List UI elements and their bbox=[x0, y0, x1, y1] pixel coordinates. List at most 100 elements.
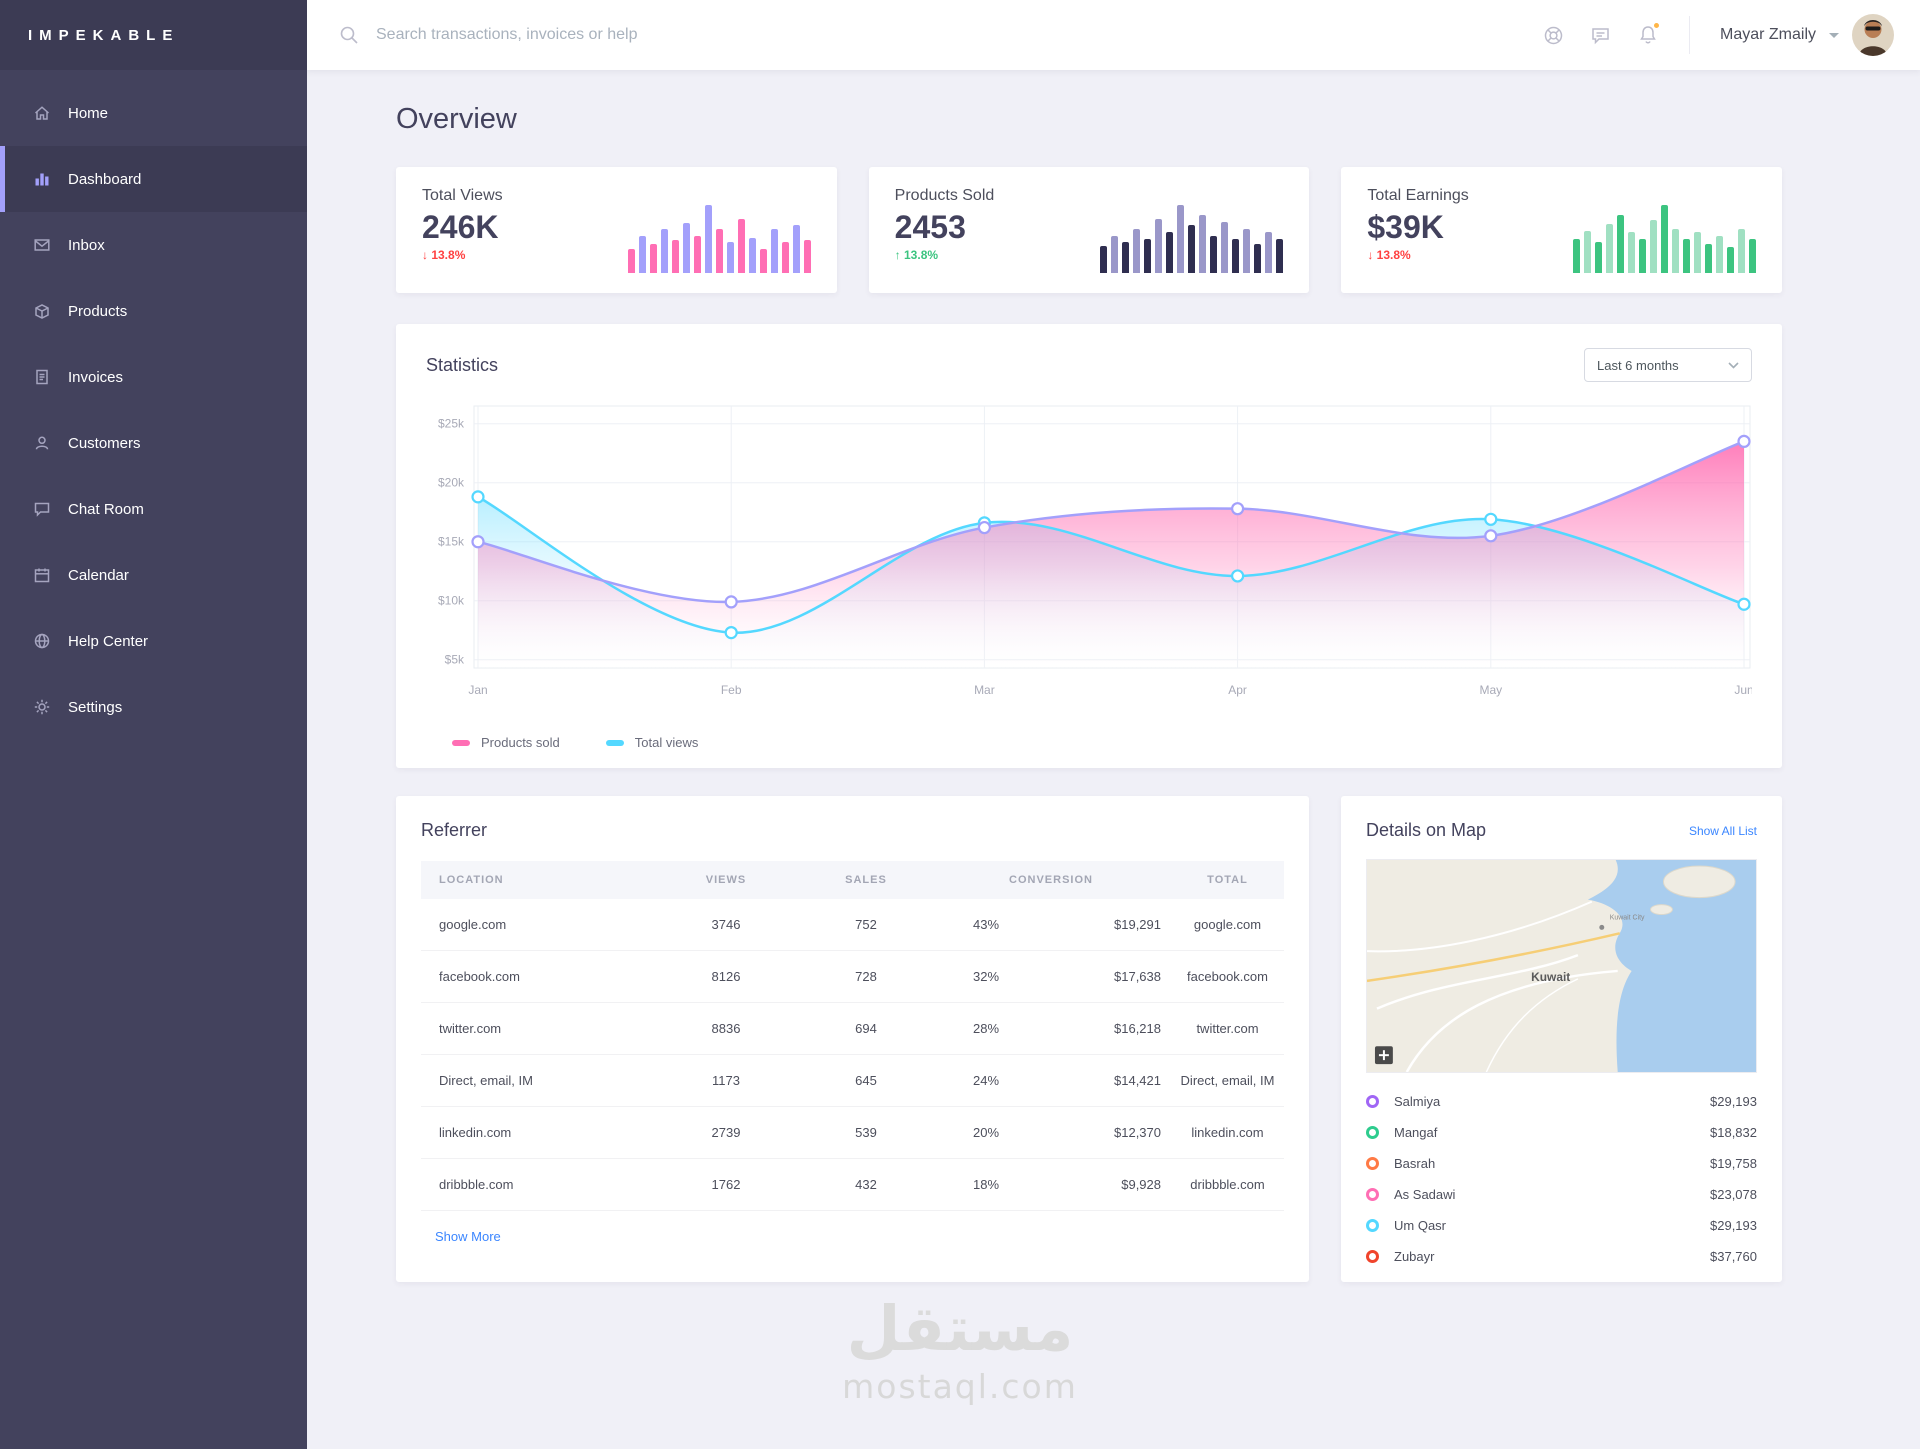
user-name: Mayar Zmaily bbox=[1719, 26, 1816, 43]
location-name: Zubayr bbox=[1394, 1249, 1435, 1264]
chat-icon[interactable] bbox=[1590, 25, 1611, 46]
sidebar-item-label: Chat Room bbox=[68, 500, 144, 518]
cell-sales: 432 bbox=[855, 1177, 877, 1192]
date-range-value: Last 6 months bbox=[1597, 357, 1679, 373]
stat-card-total-views: Total Views 246K ↓ 13.8% bbox=[396, 167, 837, 293]
stat-value: 2453 bbox=[894, 209, 966, 245]
legend-label: Products sold bbox=[481, 735, 560, 750]
col-views: VIEWS bbox=[705, 874, 747, 886]
stat-change: ↓ 13.8% bbox=[422, 248, 466, 263]
map[interactable]: Kuwait Kuwait City bbox=[1366, 859, 1757, 1073]
date-range-dropdown[interactable]: Last 6 months bbox=[1584, 348, 1752, 382]
show-all-list-link[interactable]: Show All List bbox=[1688, 823, 1757, 838]
location-name: Um Qasr bbox=[1394, 1218, 1446, 1233]
invoices-icon bbox=[33, 368, 51, 386]
chevron-down-icon bbox=[1829, 32, 1839, 38]
statistics-title: Statistics bbox=[426, 354, 499, 375]
list-item: As Sadawi $23,078 bbox=[1366, 1179, 1757, 1210]
location-marker-icon bbox=[1366, 1250, 1379, 1263]
cell-views: 2739 bbox=[711, 1125, 741, 1140]
location-amount: $29,193 bbox=[1710, 1218, 1757, 1233]
legend-item: Products sold bbox=[452, 735, 560, 750]
mini-bar-chart bbox=[627, 205, 811, 273]
stat-value: $39K bbox=[1367, 209, 1444, 245]
topbar: Mayar Zmaily bbox=[307, 0, 1920, 70]
notifications-bell-icon[interactable] bbox=[1637, 21, 1661, 46]
sidebar-nav: Home Dashboard Inbox Products Invoices Custom… bbox=[0, 70, 307, 740]
products-icon bbox=[33, 302, 51, 320]
table-row: google.com 3746 752 43% $19,291 google.com bbox=[421, 899, 1284, 951]
location-marker-icon bbox=[1366, 1219, 1379, 1232]
sidebar-item-label: Help Center bbox=[68, 632, 149, 650]
svg-text:Mar: Mar bbox=[974, 683, 995, 697]
referrer-table-header: LOCATION VIEWS SALES CONVERSION TOTAL bbox=[421, 861, 1284, 899]
location-name: Salmiya bbox=[1394, 1094, 1441, 1109]
svg-text:$5k: $5k bbox=[445, 653, 465, 667]
search-icon bbox=[339, 25, 359, 45]
topbar-actions: Mayar Zmaily bbox=[1543, 14, 1894, 56]
sidebar-item-customers[interactable]: Customers bbox=[0, 410, 307, 476]
show-more-link[interactable]: Show More bbox=[435, 1229, 501, 1244]
sidebar-item-invoices[interactable]: Invoices bbox=[0, 344, 307, 410]
col-sales: SALES bbox=[845, 874, 887, 886]
help-icon[interactable] bbox=[1543, 25, 1564, 46]
sidebar-item-dashboard[interactable]: Dashboard bbox=[0, 146, 307, 212]
sidebar-item-label: Dashboard bbox=[68, 170, 142, 188]
location-amount: $37,760 bbox=[1710, 1249, 1757, 1264]
legend-swatch bbox=[452, 739, 470, 746]
list-item: Basrah $19,758 bbox=[1366, 1148, 1757, 1179]
cell-amount: $17,638 bbox=[1114, 969, 1161, 984]
location-amount: $18,832 bbox=[1710, 1125, 1757, 1140]
stat-title: Total Earnings bbox=[1367, 187, 1469, 204]
location-amount: $23,078 bbox=[1710, 1187, 1757, 1202]
sidebar-item-settings[interactable]: Settings bbox=[0, 674, 307, 740]
location-marker-icon bbox=[1366, 1188, 1379, 1201]
sidebar-item-chat-room[interactable]: Chat Room bbox=[0, 476, 307, 542]
chat-icon bbox=[33, 500, 51, 518]
mini-bar-chart bbox=[1100, 205, 1284, 273]
stat-card-total-earnings: Total Earnings $39K ↓ 13.8% bbox=[1341, 167, 1783, 293]
cell-sales: 728 bbox=[855, 969, 877, 984]
stat-cards-row: Total Views 246K ↓ 13.8% Products Sold 2… bbox=[396, 167, 1783, 293]
svg-text:$20k: $20k bbox=[438, 476, 465, 490]
table-row: Direct, email, IM 1173 645 24% $14,421 Direct… bbox=[421, 1055, 1284, 1107]
location-marker-icon bbox=[1366, 1095, 1379, 1108]
cell-conversion: 18% bbox=[972, 1177, 1000, 1192]
cell-sales: 694 bbox=[855, 1021, 877, 1036]
svg-text:Kuwait City: Kuwait City bbox=[1610, 914, 1645, 921]
location-marker-icon bbox=[1366, 1126, 1379, 1139]
table-row: facebook.com 8126 728 32% $17,638 facebook.co… bbox=[421, 951, 1284, 1003]
cell-views: 3746 bbox=[711, 917, 741, 932]
sidebar-item-inbox[interactable]: Inbox bbox=[0, 212, 307, 278]
referrer-panel: Referrer LOCATION VIEWS SALES CONVERSION… bbox=[396, 796, 1309, 1282]
sidebar-item-home[interactable]: Home bbox=[0, 80, 307, 146]
list-item: Mangaf $18,832 bbox=[1366, 1117, 1757, 1148]
cell-views: 8126 bbox=[711, 969, 741, 984]
legend-item: Total views bbox=[605, 735, 698, 750]
user-menu[interactable]: Mayar Zmaily bbox=[1720, 14, 1894, 56]
sidebar-item-label: Home bbox=[68, 104, 109, 122]
sidebar-item-calendar[interactable]: Calendar bbox=[0, 542, 307, 608]
avatar[interactable] bbox=[1852, 14, 1894, 56]
referrer-table-body: google.com 3746 752 43% $19,291 google.com fac… bbox=[421, 899, 1284, 1211]
statistics-chart: $5k $10k $15k $20k $25k Jan Feb Mar Apr May Jun bbox=[426, 396, 1754, 731]
statistics-panel: Statistics Last 6 months $5k $10k $15k $20k… bbox=[396, 324, 1782, 768]
stat-title: Total Views bbox=[422, 187, 503, 204]
sidebar-item-label: Inbox bbox=[68, 236, 105, 254]
brand-logo: IMPEKABLE bbox=[0, 0, 307, 70]
chart-legend: Products sold Total views bbox=[452, 735, 1752, 750]
table-row: dribbble.com 1762 432 18% $9,928 dribbble.com bbox=[421, 1159, 1284, 1211]
search-input[interactable] bbox=[374, 25, 854, 45]
sidebar-item-help-center[interactable]: Help Center bbox=[0, 608, 307, 674]
table-row: twitter.com 8836 694 28% $16,218 twitter.com bbox=[421, 1003, 1284, 1055]
search-bar bbox=[339, 25, 1543, 45]
cell-location: google.com bbox=[439, 917, 507, 932]
map-locations-list: Salmiya $29,193 Mangaf $18,832 Basrah $19,758… bbox=[1366, 1086, 1757, 1272]
referrer-title: Referrer bbox=[421, 820, 488, 840]
sidebar-item-label: Calendar bbox=[68, 566, 129, 584]
map-zoom-control[interactable] bbox=[1374, 1046, 1393, 1065]
home-icon bbox=[33, 104, 51, 122]
stat-card-products-sold: Products Sold 2453 ↑ 13.8% bbox=[868, 167, 1310, 293]
stat-value: 246K bbox=[422, 209, 499, 245]
sidebar-item-products[interactable]: Products bbox=[0, 278, 307, 344]
